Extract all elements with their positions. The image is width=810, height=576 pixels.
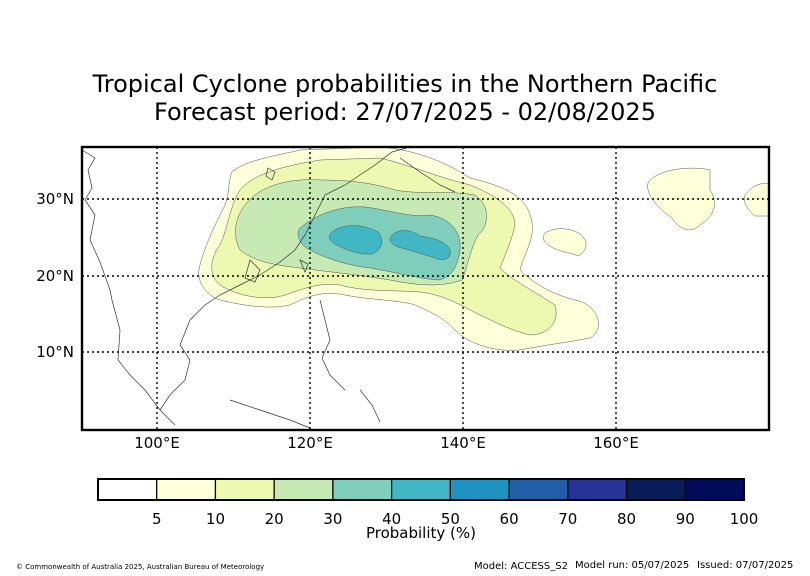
- colorbar-swatch: [97, 478, 158, 501]
- model-text: Model: ACCESS_S2: [474, 561, 568, 572]
- colorbar-tick-label: 90: [675, 510, 695, 528]
- lon-label-120e: 120°E: [287, 434, 333, 452]
- colorbar-swatch: [273, 478, 334, 501]
- colorbar-border: [97, 478, 745, 501]
- chart-title: Tropical Cyclone probabilities in the No…: [92, 70, 718, 98]
- graticule: [82, 147, 769, 430]
- contour-5-10-ne: [744, 183, 769, 217]
- lat-label-20n: 20°N: [36, 267, 74, 285]
- lon-label-160e: 160°E: [593, 434, 639, 452]
- copyright-text: © Commonwealth of Australia 2025, Austra…: [16, 563, 265, 571]
- contour-40-50-east: [389, 230, 451, 260]
- colorbar-swatch: [332, 478, 393, 501]
- colorbar-tick-label: 10: [205, 510, 225, 528]
- colorbar-tick-label: 5: [151, 510, 162, 528]
- colorbar-tick-label: 30: [323, 510, 343, 528]
- lon-label-100e: 100°E: [134, 434, 180, 452]
- colorbar-swatch: [449, 478, 510, 501]
- colorbar-tick-label: 80: [616, 510, 637, 528]
- map-content: [82, 147, 769, 429]
- colorbar: [97, 478, 745, 501]
- colorbar-tick-label: 20: [264, 510, 284, 528]
- colorbar-tick-label: 40: [382, 510, 402, 528]
- issued-text: Issued: 07/07/2025: [697, 560, 794, 571]
- colorbar-swatch: [684, 478, 745, 501]
- colorbar-swatch: [156, 478, 217, 501]
- forecast-period: Forecast period: 27/07/2025 - 02/08/2025: [154, 98, 656, 126]
- model-run-text: Model run: 05/07/2025: [575, 560, 690, 571]
- contour-40-50-west: [329, 225, 383, 255]
- contour-5-10-island: [543, 228, 587, 257]
- colorbar-swatch: [567, 478, 628, 501]
- colorbar-swatch: [391, 478, 451, 501]
- colorbar-title: Probability (%): [365, 524, 477, 542]
- lat-label-10n: 10°N: [36, 343, 74, 361]
- lat-label-30n: 30°N: [36, 190, 74, 208]
- lon-label-140e: 140°E: [440, 434, 486, 452]
- contour-5-10-east: [647, 167, 715, 231]
- colorbar-swatch: [508, 478, 569, 501]
- colorbar-tick-label: 100: [729, 510, 759, 528]
- colorbar-swatch: [625, 478, 686, 501]
- colorbar-tick-label: 50: [440, 510, 460, 528]
- map-frame: [80, 145, 771, 432]
- colorbar-swatch: [214, 478, 275, 501]
- coastlines: [82, 147, 456, 429]
- colorbar-tick-label: 60: [499, 510, 519, 528]
- colorbar-tick-label: 70: [558, 510, 578, 528]
